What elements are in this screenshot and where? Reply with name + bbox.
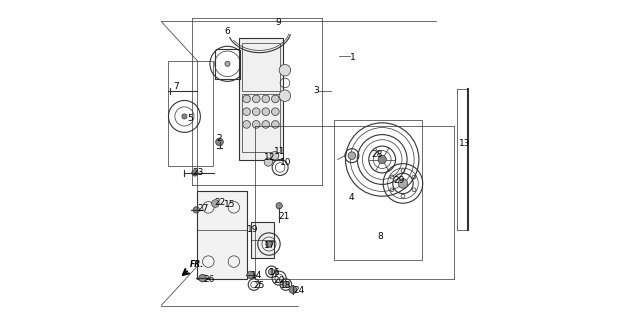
Circle shape (216, 138, 223, 146)
Bar (251, 222, 274, 258)
Circle shape (378, 155, 387, 164)
Bar (242, 43, 280, 91)
Circle shape (262, 108, 269, 115)
Circle shape (252, 95, 260, 103)
Text: 15: 15 (224, 200, 236, 209)
Circle shape (199, 274, 207, 282)
Circle shape (398, 179, 408, 188)
Text: 11: 11 (274, 147, 285, 156)
Circle shape (276, 203, 282, 209)
Circle shape (279, 90, 291, 101)
Text: 2: 2 (216, 134, 222, 143)
Circle shape (243, 108, 250, 115)
Text: 28: 28 (371, 150, 383, 159)
Circle shape (289, 286, 297, 293)
Bar (168, 61, 213, 166)
Circle shape (264, 158, 273, 166)
Text: FR.: FR. (190, 260, 204, 269)
Text: 5: 5 (188, 114, 193, 122)
Circle shape (212, 200, 219, 207)
Circle shape (271, 121, 279, 128)
Bar (334, 120, 422, 260)
Text: 12: 12 (264, 153, 276, 162)
Text: 18: 18 (280, 281, 292, 290)
Text: 26: 26 (204, 275, 215, 284)
Circle shape (252, 108, 260, 115)
Text: 10: 10 (280, 158, 292, 167)
Text: 6: 6 (224, 27, 230, 36)
Circle shape (262, 95, 269, 103)
Bar (239, 38, 284, 160)
Circle shape (225, 61, 230, 66)
Text: 20: 20 (274, 276, 285, 285)
Text: 8: 8 (378, 232, 383, 241)
Text: 24: 24 (293, 286, 304, 295)
Circle shape (243, 95, 250, 103)
Text: 14: 14 (252, 271, 263, 280)
Text: 22: 22 (215, 198, 226, 207)
Text: 27: 27 (197, 204, 209, 213)
Text: 21: 21 (278, 212, 290, 221)
Circle shape (252, 121, 260, 128)
Text: 3: 3 (314, 86, 319, 95)
Circle shape (243, 121, 250, 128)
Text: 17: 17 (264, 241, 276, 250)
Text: 1: 1 (350, 53, 356, 62)
Bar (242, 94, 280, 152)
Text: 9: 9 (275, 18, 281, 27)
Circle shape (192, 170, 198, 176)
Circle shape (247, 271, 255, 279)
Circle shape (268, 269, 275, 275)
Text: 19: 19 (246, 225, 258, 234)
Text: 4: 4 (349, 193, 355, 202)
Text: 25: 25 (253, 281, 264, 290)
Circle shape (262, 121, 269, 128)
Circle shape (182, 114, 187, 119)
Text: 23: 23 (193, 168, 204, 177)
Circle shape (193, 207, 200, 213)
Circle shape (271, 95, 279, 103)
Circle shape (271, 108, 279, 115)
Text: 7: 7 (173, 82, 179, 91)
Circle shape (348, 152, 356, 160)
Text: 16: 16 (269, 268, 280, 277)
Circle shape (271, 152, 279, 160)
Text: 29: 29 (394, 176, 404, 185)
Text: 13: 13 (459, 139, 470, 148)
Circle shape (283, 281, 289, 288)
Circle shape (279, 64, 291, 76)
Bar (197, 191, 246, 279)
Circle shape (266, 241, 272, 247)
